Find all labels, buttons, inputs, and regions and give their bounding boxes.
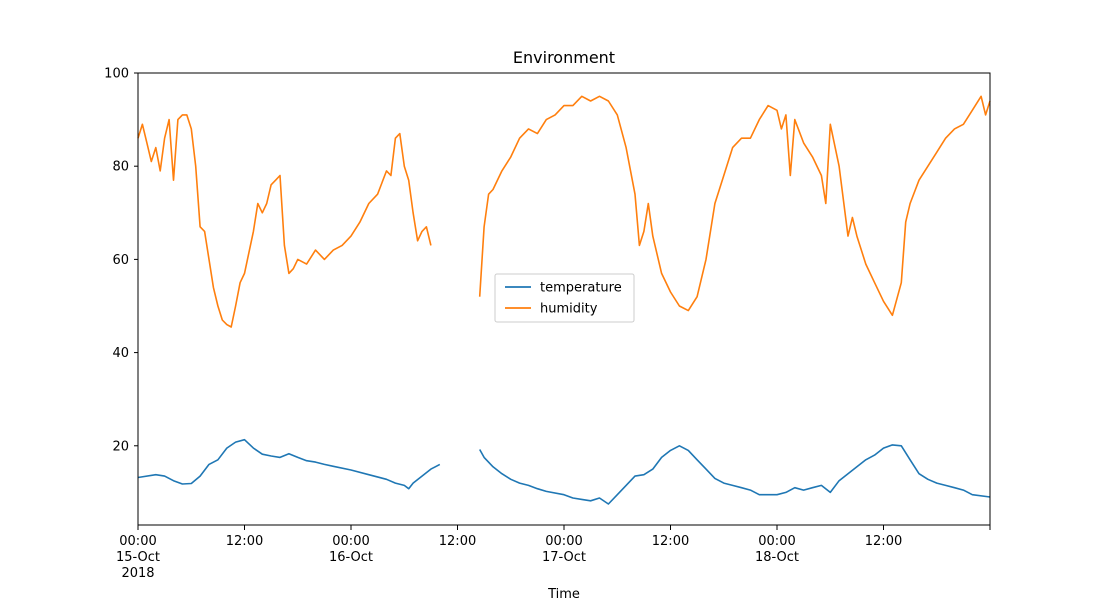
x-tick-label: 00:00 xyxy=(119,534,156,549)
legend-label-humidity: humidity xyxy=(540,302,598,317)
temperature-line-segment-2 xyxy=(479,444,991,505)
x-tick-label: 12:00 xyxy=(226,534,263,549)
legend-box xyxy=(494,273,635,323)
y-axis: 20 40 60 80 100 xyxy=(104,67,138,454)
y-tick-label: 20 xyxy=(112,439,129,454)
y-tick-label: 80 xyxy=(112,160,129,175)
x-tick-label: 00:00 xyxy=(332,534,369,549)
y-tick-label: 100 xyxy=(104,67,129,82)
chart-title: Environment xyxy=(513,48,615,67)
temperature-line-segment-1 xyxy=(137,438,441,490)
x-tick-label: 00:00 xyxy=(758,534,795,549)
x-tick-label: 18-Oct xyxy=(755,550,799,565)
x-tick-label: 2018 xyxy=(121,566,154,581)
x-tick-label: 12:00 xyxy=(652,534,689,549)
x-tick-label: 12:00 xyxy=(439,534,476,549)
x-tick-label: 12:00 xyxy=(865,534,902,549)
series-layer xyxy=(137,95,991,505)
x-axis-label: Time xyxy=(547,587,580,600)
x-tick-label: 17-Oct xyxy=(542,550,586,565)
humidity-line-segment-2 xyxy=(478,95,991,317)
x-tick-label: 16-Oct xyxy=(329,550,373,565)
y-tick-label: 60 xyxy=(112,253,129,268)
x-tick-label: 15-Oct xyxy=(116,550,160,565)
y-tick-label: 40 xyxy=(112,346,129,361)
legend: temperature humidity xyxy=(494,273,635,323)
legend-label-temperature: temperature xyxy=(540,281,622,296)
humidity-line-segment-1 xyxy=(137,114,432,328)
x-tick-label: 00:00 xyxy=(545,534,582,549)
